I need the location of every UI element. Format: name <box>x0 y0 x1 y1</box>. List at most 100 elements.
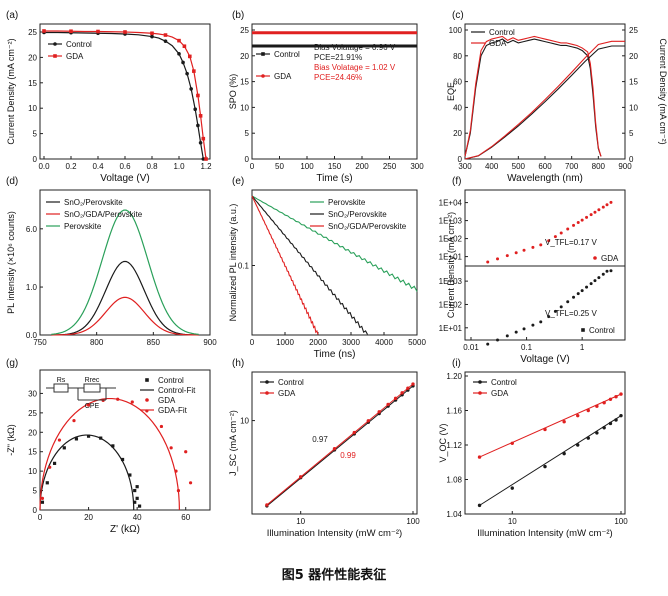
chart-f-control-point <box>593 279 597 283</box>
chart-f-bottom-ytick-label: 1E+03 <box>439 277 463 286</box>
chart-b-legend-gda-label: GDA <box>274 72 292 81</box>
chart-h-point <box>352 430 356 435</box>
chart-d-legend-gda-label: SnO₂/GDA/Perovskite <box>64 210 143 219</box>
chart-h-xtick-label: 10 <box>296 517 305 526</box>
chart-c-panel-label: (c) <box>452 10 464 21</box>
chart-c-ytick-label: 40 <box>453 103 462 112</box>
chart-c-ytick-label: 0 <box>458 155 463 164</box>
chart-g-legend-control-fit-label: Control-Fit <box>158 386 196 395</box>
chart-f-gda-point <box>589 213 593 217</box>
chart-f-top-ytick-label: 1E+02 <box>439 235 463 244</box>
chart-h-point <box>386 402 390 407</box>
chart-g-circuit-label: CPE <box>85 403 100 410</box>
chart-g-point <box>135 485 139 489</box>
chart-b-xlabel: Time (s) <box>316 173 352 184</box>
chart-i-point <box>586 408 590 413</box>
chart-f-bottom-frame <box>464 265 626 341</box>
chart-f-bottom-ytick-label: 1E+02 <box>439 300 463 309</box>
chart-h-point <box>366 419 371 423</box>
chart-f-control-point <box>547 315 551 319</box>
chart-f-control-point <box>605 269 609 273</box>
chart-d-xtick-label: 750 <box>33 338 47 347</box>
chart-g-frame <box>39 369 211 511</box>
chart-b-xtick-label: 250 <box>383 162 397 171</box>
chart-b-xtick-label: 100 <box>300 162 314 171</box>
chart-h-slope-label: 0.99 <box>340 451 356 460</box>
chart-i-point <box>602 401 606 405</box>
chart-f-top-ytick-label: 1E+04 <box>439 199 463 208</box>
chart-c-xtick-label: 500 <box>512 162 526 171</box>
chart-f-control-point <box>559 305 563 309</box>
chart-i-point <box>614 418 618 422</box>
chart-i-fit-line <box>479 393 622 458</box>
chart-b-annotation: PCE=21.91% <box>314 53 362 62</box>
chart-i-point <box>477 455 482 459</box>
chart-g-point <box>48 465 52 469</box>
chart-i-ytick-label: 1.20 <box>446 372 462 381</box>
chart-a-xtick-label: 0.8 <box>146 162 158 171</box>
chart-c-xtick-label: 300 <box>458 162 472 171</box>
chart-a-point <box>163 33 168 37</box>
chart-i-point <box>543 464 547 469</box>
chart-d-panel-label: (d) <box>6 176 18 187</box>
chart-a-legend-control-marker <box>53 42 57 46</box>
chart-f-gda-point <box>585 215 589 219</box>
chart-f-gda-point <box>522 248 526 252</box>
chart-a-ytick-label: 25 <box>28 28 37 37</box>
chart-a-point <box>198 140 203 145</box>
chart-f-gda-point <box>572 223 576 227</box>
chart-i-legend-gda-label: GDA <box>491 389 509 398</box>
chart-c-ytick-label: 20 <box>629 52 638 61</box>
chart-i-point <box>595 431 599 435</box>
chart-f-gda-point <box>559 231 563 235</box>
chart-f-bottom-ytick-label: 1E+01 <box>439 324 463 333</box>
chart-i-point <box>608 421 613 426</box>
chart-g-xtick-label: 0 <box>38 513 43 522</box>
chart-e-xtick-label: 3000 <box>342 338 360 347</box>
chart-d-series-line <box>51 209 199 335</box>
chart-e-xtick-label: 2000 <box>309 338 327 347</box>
chart-b-ytick-label: 15 <box>240 78 249 87</box>
chart-g-point <box>133 500 137 504</box>
chart-c-xtick-label: 900 <box>618 162 632 171</box>
chart-i-point <box>576 443 580 447</box>
chart-a-ytick-label: 0 <box>33 155 38 164</box>
chart-g-point <box>86 434 91 438</box>
chart-g-point <box>40 496 45 500</box>
chart-g-xlabel: Z' (kΩ) <box>110 524 140 535</box>
chart-b-legend-control-marker <box>261 52 265 56</box>
chart-g-point <box>120 457 125 462</box>
chart-g-ytick-label: 30 <box>28 389 37 398</box>
chart-c-xtick-label: 700 <box>565 162 579 171</box>
chart-c-ylabel-right: Current Density (mA cm⁻²) <box>658 38 668 144</box>
chart-g-point <box>137 504 142 508</box>
chart-a-xlabel: Voltage (V) <box>100 173 149 184</box>
chart-i-point <box>543 427 547 432</box>
chart-f-control-point <box>609 269 613 273</box>
chart-b-xtick-label: 200 <box>355 162 369 171</box>
chart-a-xtick-label: 0.6 <box>119 162 131 171</box>
chart-g-point <box>74 437 79 441</box>
chart-e-legend-perovskite-label: Perovskite <box>328 198 366 207</box>
chart-d-ytick-label: 6.0 <box>26 225 38 234</box>
chart-a-xtick-label: 1.0 <box>173 162 185 171</box>
chart-i-legend-control-marker <box>478 380 482 384</box>
chart-a-point <box>204 157 208 161</box>
chart-a-series-line <box>44 30 207 160</box>
chart-c-series-line <box>464 38 602 157</box>
chart-f-control-point <box>531 323 535 327</box>
chart-i-point <box>595 404 599 408</box>
chart-g-ytick-label: 20 <box>28 428 37 437</box>
chart-c-xtick-label: 400 <box>485 162 499 171</box>
chart-d-xtick-label: 800 <box>90 338 104 347</box>
chart-d-xtick-label: 900 <box>203 338 217 347</box>
chart-h-ytick-label: 10 <box>240 417 249 426</box>
chart-g-point <box>128 473 132 477</box>
chart-c-xtick-label: 800 <box>592 162 606 171</box>
chart-b-ytick-label: 25 <box>240 26 249 35</box>
chart-f-control-point <box>505 334 509 338</box>
chart-i-ytick-label: 1.04 <box>446 510 462 519</box>
chart-g-point <box>72 419 76 423</box>
chart-h-slope-label: 0.97 <box>312 435 328 444</box>
